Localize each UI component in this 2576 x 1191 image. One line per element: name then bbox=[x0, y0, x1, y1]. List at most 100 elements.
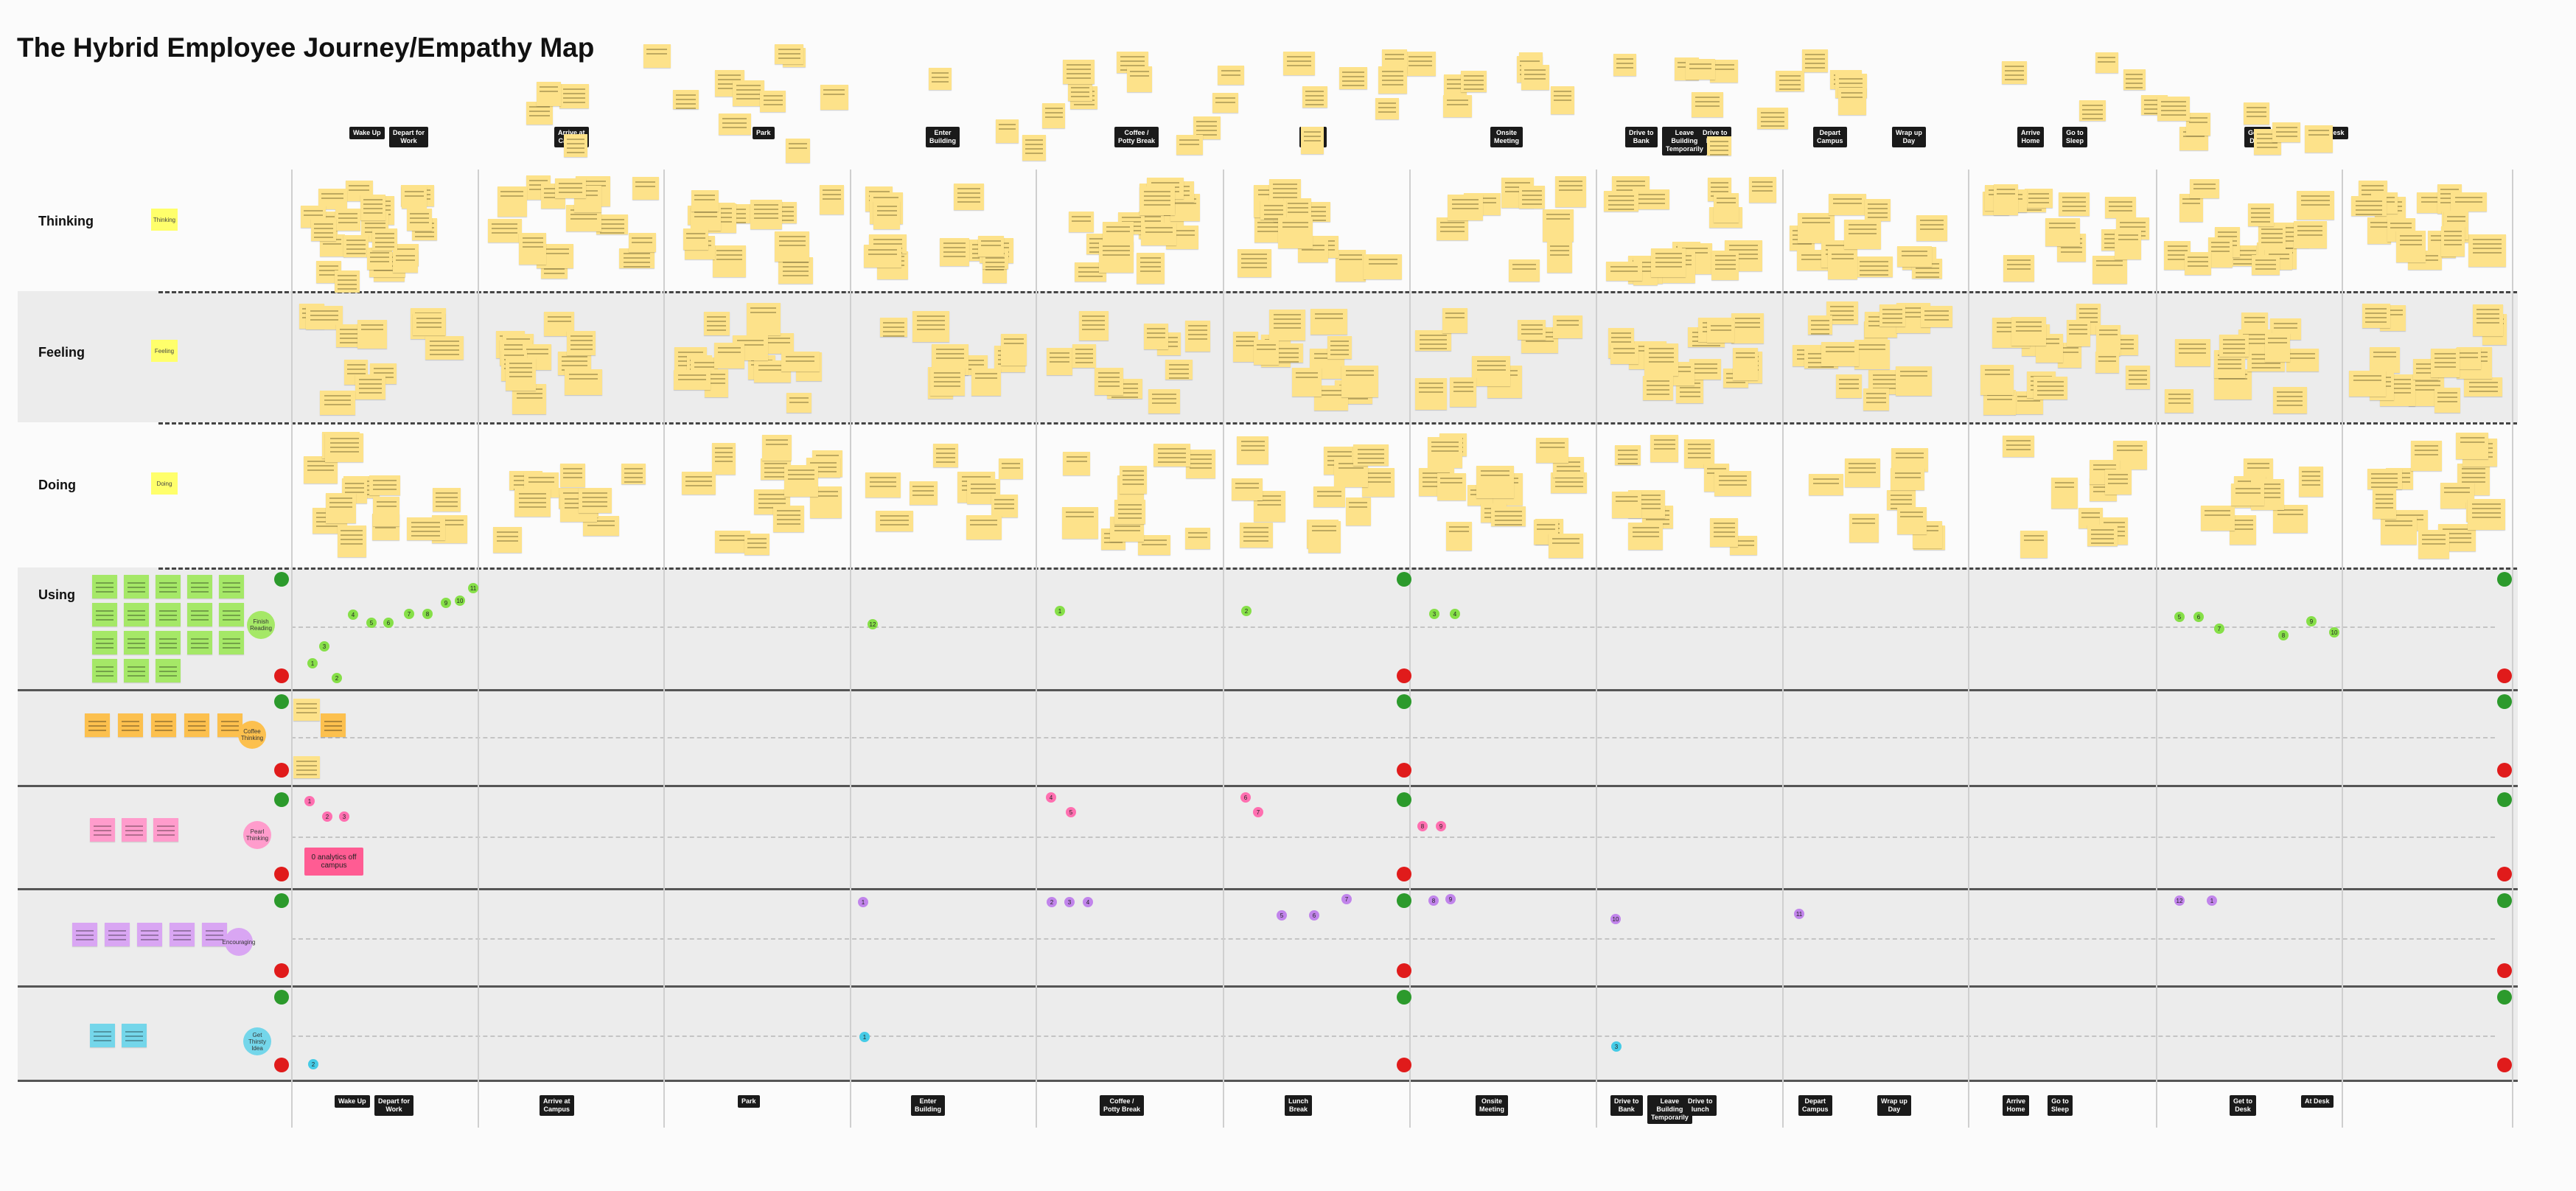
tool-card[interactable] bbox=[72, 923, 97, 946]
sticky-note[interactable] bbox=[628, 232, 656, 252]
sticky-note[interactable] bbox=[1797, 213, 1835, 243]
sticky-note[interactable] bbox=[401, 186, 427, 209]
touchpoint-dot[interactable]: 6 bbox=[1309, 910, 1319, 921]
touchpoint-dot[interactable]: 7 bbox=[2214, 624, 2224, 634]
sticky-note[interactable] bbox=[1508, 259, 1540, 282]
sticky-note[interactable] bbox=[781, 352, 820, 371]
touchpoint-dot[interactable]: 2 bbox=[1241, 606, 1252, 616]
sticky-note[interactable] bbox=[1821, 341, 1859, 366]
sticky-note[interactable] bbox=[1854, 256, 1893, 278]
sticky-note[interactable] bbox=[2431, 349, 2460, 378]
sticky-note[interactable] bbox=[760, 90, 786, 112]
sticky-note[interactable] bbox=[632, 176, 659, 200]
sticky-note[interactable] bbox=[372, 228, 398, 251]
sticky-note[interactable] bbox=[1327, 336, 1352, 359]
sticky-note[interactable] bbox=[2179, 194, 2204, 222]
sticky-note[interactable] bbox=[1165, 359, 1193, 380]
touchpoint-dot[interactable]: 2 bbox=[308, 1059, 318, 1069]
sticky-note[interactable] bbox=[673, 370, 711, 391]
sticky-note[interactable] bbox=[2305, 125, 2333, 153]
touchpoint-dot[interactable]: 8 bbox=[2278, 630, 2289, 640]
sticky-note[interactable] bbox=[2123, 69, 2146, 91]
touchpoint-dot[interactable]: 8 bbox=[422, 609, 433, 619]
sticky-note[interactable] bbox=[1278, 217, 1313, 249]
sticky-note[interactable] bbox=[2165, 389, 2194, 413]
sticky-note[interactable] bbox=[2095, 52, 2118, 73]
sticky-note[interactable] bbox=[783, 465, 819, 497]
sticky-note[interactable] bbox=[2247, 203, 2274, 227]
sticky-note[interactable] bbox=[1519, 186, 1545, 209]
tool-card[interactable] bbox=[156, 603, 181, 626]
tool-card[interactable] bbox=[202, 923, 227, 946]
sticky-note[interactable] bbox=[2272, 387, 2307, 413]
sticky-note[interactable] bbox=[750, 199, 783, 230]
sticky-note[interactable] bbox=[406, 517, 445, 541]
tool-card[interactable] bbox=[156, 659, 181, 682]
sticky-note[interactable] bbox=[966, 478, 1000, 504]
sticky-note[interactable] bbox=[1240, 522, 1273, 548]
sticky-note[interactable] bbox=[1184, 527, 1211, 550]
sticky-note[interactable] bbox=[1268, 310, 1306, 340]
sticky-note[interactable] bbox=[335, 209, 360, 231]
sticky-note[interactable] bbox=[1521, 65, 1549, 90]
sticky-note[interactable] bbox=[2351, 195, 2387, 216]
sticky-note[interactable] bbox=[977, 236, 1004, 257]
sticky-note[interactable] bbox=[954, 183, 985, 210]
sticky-note[interactable] bbox=[691, 190, 719, 212]
sticky-note[interactable] bbox=[966, 514, 1002, 540]
sticky-note[interactable] bbox=[1282, 51, 1316, 76]
sticky-note[interactable] bbox=[1801, 49, 1828, 73]
sticky-note[interactable] bbox=[643, 44, 671, 68]
sticky-note[interactable] bbox=[1302, 86, 1327, 108]
sticky-note[interactable] bbox=[1896, 506, 1927, 535]
touchpoint-dot[interactable]: 5 bbox=[1277, 910, 1287, 921]
touchpoint-dot[interactable]: 11 bbox=[1794, 909, 1804, 919]
sticky-note[interactable] bbox=[2264, 333, 2290, 363]
sticky-note[interactable] bbox=[1476, 466, 1514, 498]
sticky-note[interactable] bbox=[1022, 135, 1046, 161]
sticky-note[interactable] bbox=[514, 488, 551, 517]
sticky-note[interactable] bbox=[1993, 184, 2018, 215]
tool-card[interactable] bbox=[85, 713, 110, 737]
sticky-note[interactable] bbox=[2208, 237, 2233, 268]
touchpoint-dot[interactable]: 1 bbox=[304, 796, 315, 806]
sticky-note[interactable] bbox=[1605, 261, 1642, 282]
sticky-note[interactable] bbox=[2380, 516, 2417, 545]
tool-card[interactable] bbox=[92, 603, 117, 626]
sticky-note[interactable] bbox=[820, 84, 848, 110]
sticky-note[interactable] bbox=[1554, 175, 1587, 208]
sticky-note[interactable] bbox=[2296, 191, 2334, 220]
sticky-note[interactable] bbox=[1612, 492, 1641, 519]
sticky-note[interactable] bbox=[1897, 245, 1932, 267]
touchpoint-dot[interactable]: 5 bbox=[1066, 807, 1076, 817]
touchpoint-dot[interactable]: 3 bbox=[1429, 609, 1439, 619]
sticky-note[interactable] bbox=[1748, 176, 1776, 203]
touchpoint-dot[interactable]: 8 bbox=[1428, 895, 1439, 906]
sticky-note[interactable] bbox=[1427, 437, 1463, 469]
tool-card[interactable] bbox=[184, 713, 209, 737]
sticky-note[interactable] bbox=[1879, 304, 1905, 327]
sticky-note[interactable] bbox=[2272, 122, 2300, 142]
sticky-note[interactable] bbox=[1260, 200, 1287, 220]
sticky-note[interactable] bbox=[2045, 218, 2081, 247]
lane-summary-bubble[interactable]: Finish Reading bbox=[247, 611, 275, 639]
sticky-note[interactable] bbox=[432, 487, 461, 511]
sticky-note[interactable] bbox=[357, 320, 388, 349]
sticky-note[interactable] bbox=[1843, 219, 1882, 249]
sticky-note[interactable] bbox=[369, 475, 400, 496]
sticky-note[interactable] bbox=[1352, 444, 1389, 467]
sticky-note[interactable] bbox=[1865, 198, 1891, 222]
sticky-note[interactable] bbox=[879, 317, 908, 337]
sticky-note[interactable] bbox=[325, 433, 363, 463]
touchpoint-dot[interactable]: 7 bbox=[1341, 894, 1352, 904]
sticky-note[interactable] bbox=[1375, 97, 1399, 119]
touchpoint-dot[interactable]: 4 bbox=[1450, 609, 1460, 619]
sticky-note[interactable] bbox=[1711, 250, 1739, 281]
sticky-note[interactable] bbox=[1000, 333, 1027, 366]
sticky-note[interactable] bbox=[1144, 324, 1169, 350]
sticky-note[interactable] bbox=[1731, 312, 1765, 343]
sticky-note[interactable] bbox=[865, 472, 901, 498]
sticky-note[interactable] bbox=[2025, 189, 2053, 209]
touchpoint-dot[interactable]: 4 bbox=[1083, 897, 1093, 907]
tool-card[interactable] bbox=[124, 603, 149, 626]
